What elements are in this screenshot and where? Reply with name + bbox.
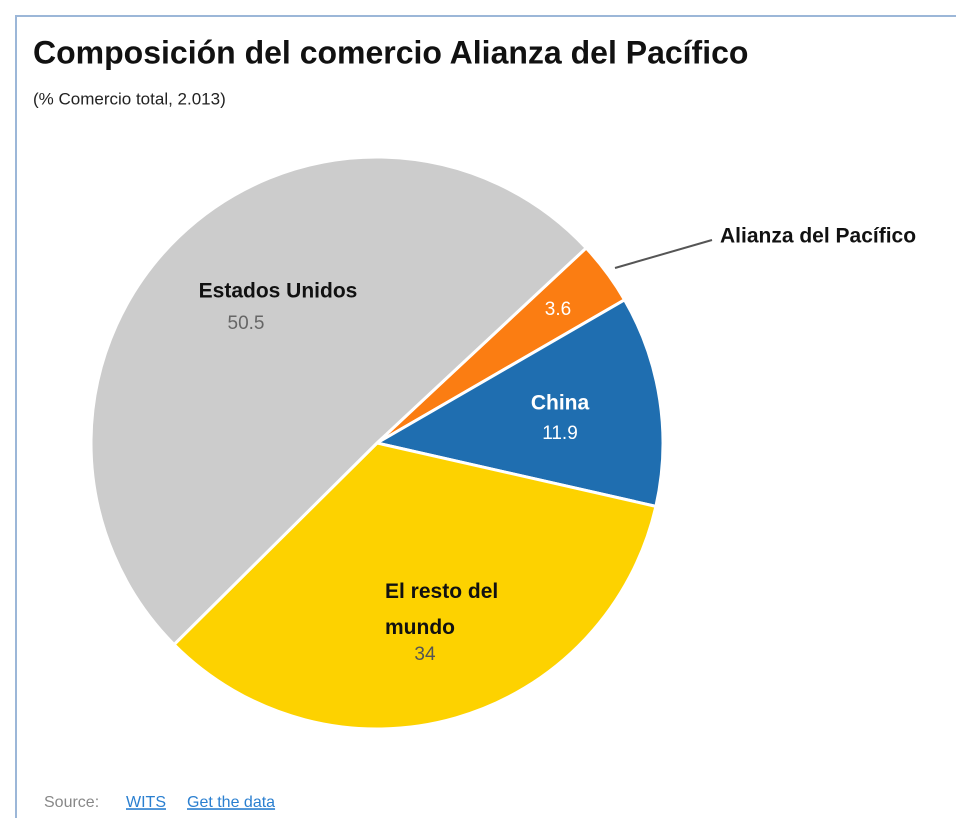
source-link[interactable]: WITS	[126, 794, 166, 811]
chart-subtitle: (% Comercio total, 2.013)	[33, 89, 226, 108]
slice-name-line: El resto del	[385, 580, 498, 603]
slice-value: 34	[414, 644, 436, 665]
pie-slice	[372, 297, 665, 509]
slice-name: Alianza del Pacífico	[720, 225, 916, 248]
chart-title: Composición del comercio Alianza del Pac…	[33, 34, 748, 70]
slice-value: 11.9	[542, 423, 578, 444]
slice-name: El resto del mundo	[385, 580, 498, 639]
leader-line	[614, 239, 713, 269]
slice-value: 50.5	[228, 313, 265, 334]
source-label: Source:	[44, 794, 99, 811]
slice-name: China	[531, 392, 590, 415]
slice-name: Estados Unidos	[199, 280, 358, 303]
slice-value: 3.6	[545, 299, 571, 320]
pie-slice	[89, 155, 589, 647]
pie-slice	[171, 441, 658, 731]
slice-name-line: mundo	[385, 616, 455, 639]
frame	[15, 15, 956, 818]
source-link[interactable]: Get the data	[187, 794, 275, 811]
